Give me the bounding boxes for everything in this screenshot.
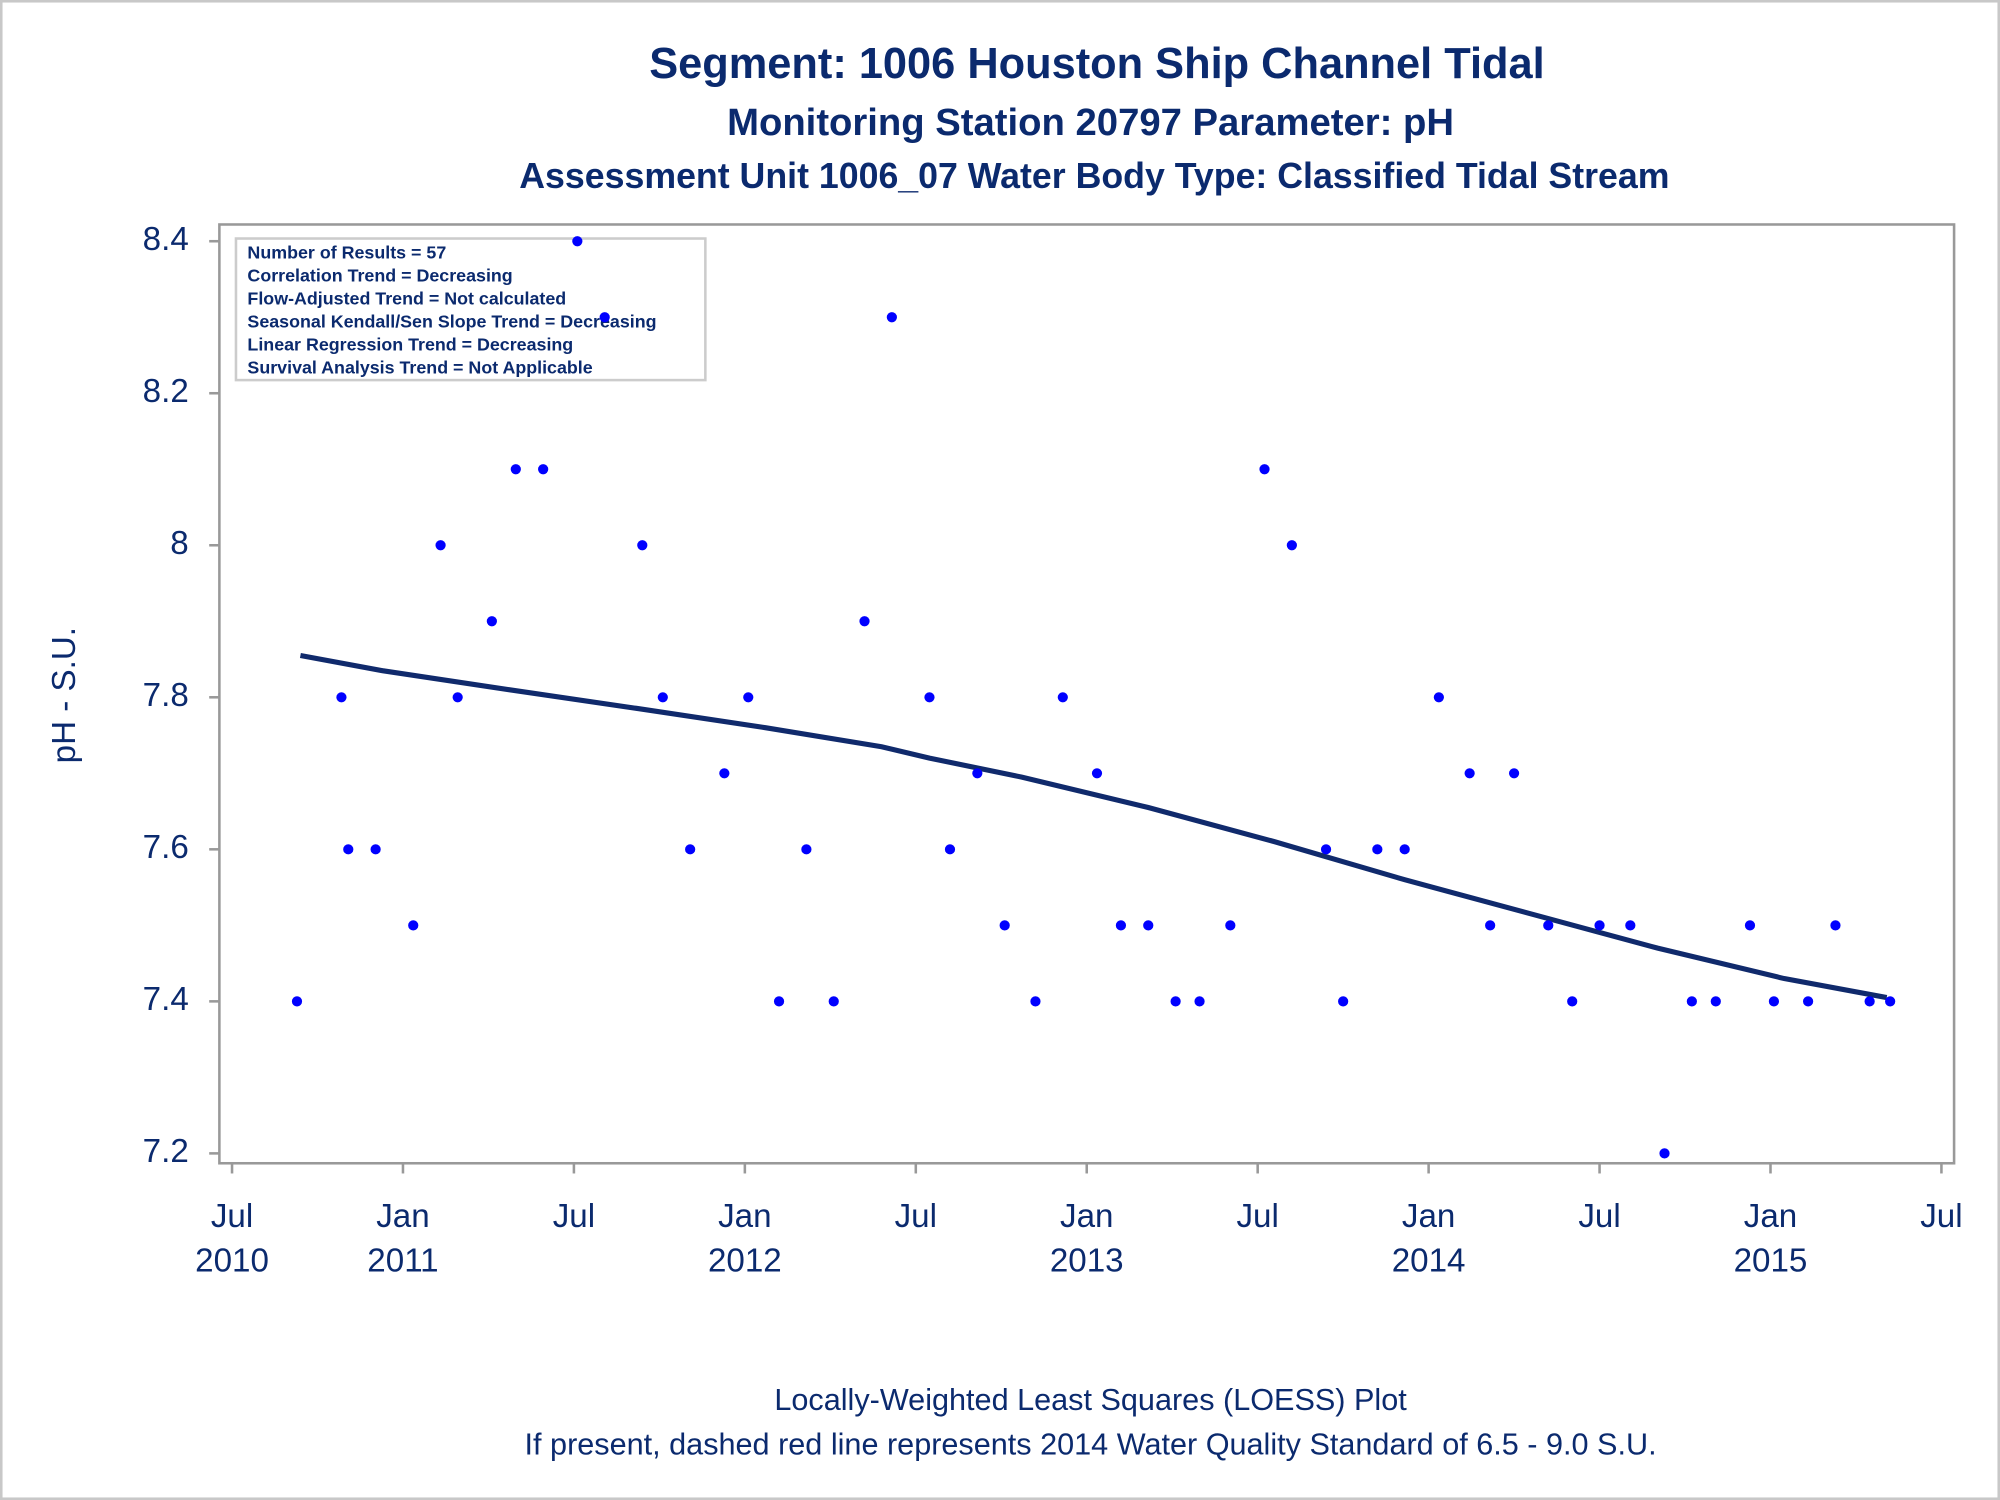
data-point (1659, 1148, 1670, 1159)
data-point (1433, 692, 1444, 703)
stat-line: Number of Results = 57 (247, 243, 446, 263)
y-tick-label: 7.4 (143, 981, 189, 1018)
y-tick-label: 8.2 (143, 373, 189, 410)
y-tick-label: 7.8 (143, 677, 189, 714)
data-point (1143, 920, 1154, 931)
data-point (1259, 464, 1270, 475)
x-tick-label: Jan 2013 (1050, 1198, 1124, 1280)
data-point (343, 844, 354, 855)
stat-line: Linear Regression Trend = Decreasing (247, 334, 573, 354)
x-tick-label: Jul (1920, 1198, 1962, 1235)
footnote: If present, dashed red line represents 2… (525, 1428, 1657, 1462)
data-point (1594, 920, 1605, 931)
plot-area (218, 223, 1956, 1165)
data-point (1543, 920, 1554, 931)
data-point (1802, 996, 1814, 1007)
data-point (1864, 996, 1875, 1007)
data-point (719, 768, 730, 779)
x-tick-label: Jul (1236, 1198, 1278, 1235)
data-point (291, 996, 303, 1007)
data-point (1625, 920, 1636, 931)
y-axis-label: pH - S.U. (46, 627, 83, 763)
data-point (1320, 844, 1332, 855)
data-point (828, 996, 839, 1007)
y-tick-label: 7.2 (143, 1133, 189, 1170)
data-point (572, 236, 583, 247)
data-point (1885, 996, 1896, 1007)
data-point (1338, 996, 1349, 1007)
stat-line: Correlation Trend = Decreasing (247, 266, 512, 286)
data-point (538, 464, 549, 475)
chart-title: Segment: 1006 Houston Ship Channel Tidal (649, 40, 1544, 88)
data-point (924, 692, 935, 703)
chart-subtitle: Assessment Unit 1006_07 Water Body Type:… (519, 156, 1669, 196)
data-point (1225, 920, 1236, 931)
data-point (1372, 844, 1383, 855)
data-point (1830, 920, 1841, 931)
x-tick-label: Jul (895, 1198, 937, 1235)
x-tick-label: Jan 2011 (367, 1198, 438, 1280)
data-point (1115, 920, 1127, 931)
data-point (1485, 920, 1496, 931)
data-point (1399, 844, 1410, 855)
data-point (801, 844, 812, 855)
x-tick-label: Jul 2010 (195, 1198, 269, 1280)
data-point (944, 844, 956, 855)
x-tick-label: Jan 2015 (1734, 1198, 1808, 1280)
y-tick-label: 7.6 (143, 829, 189, 866)
data-point (408, 920, 419, 931)
stat-line: Flow-Adjusted Trend = Not calculated (247, 288, 566, 308)
x-tick-label: Jan 2012 (708, 1198, 782, 1280)
data-point (1286, 540, 1297, 551)
data-point (1567, 996, 1578, 1007)
data-point (637, 540, 648, 551)
stat-line: Survival Analysis Trend = Not Applicable (247, 357, 592, 377)
data-point (685, 844, 696, 855)
data-point (886, 312, 897, 323)
data-point (1091, 768, 1103, 779)
data-point (1508, 768, 1520, 779)
x-tick-label: Jul (1578, 1198, 1620, 1235)
data-point (743, 692, 754, 703)
data-point (599, 312, 610, 323)
data-point (657, 692, 668, 703)
data-point (999, 920, 1010, 931)
data-point (972, 768, 983, 779)
data-point (1057, 692, 1068, 703)
stats-box (234, 237, 707, 382)
data-point (1464, 768, 1475, 779)
data-point (1710, 996, 1721, 1007)
data-point (452, 692, 463, 703)
data-point (1768, 996, 1780, 1007)
data-point (486, 616, 497, 627)
data-point (1744, 920, 1756, 931)
data-point (370, 844, 381, 855)
data-point (336, 692, 347, 703)
chart-subtitle: Monitoring Station 20797 Parameter: pH (727, 101, 1454, 144)
data-point (1686, 996, 1697, 1007)
stat-line: Seasonal Kendall/Sen Slope Trend = Decre… (247, 311, 656, 331)
x-tick-label: Jan 2014 (1392, 1198, 1466, 1280)
data-point (773, 996, 785, 1007)
loess-line (299, 652, 1888, 1001)
footnote: Locally-Weighted Least Squares (LOESS) P… (774, 1383, 1407, 1417)
x-tick-label: Jul (553, 1198, 595, 1235)
data-point (1030, 996, 1041, 1007)
data-point (1194, 996, 1205, 1007)
data-point (859, 616, 870, 627)
data-point (1170, 996, 1181, 1007)
y-tick-label: 8 (170, 525, 188, 562)
y-tick-label: 8.4 (143, 221, 189, 258)
data-point (510, 464, 521, 475)
data-point (435, 540, 446, 551)
